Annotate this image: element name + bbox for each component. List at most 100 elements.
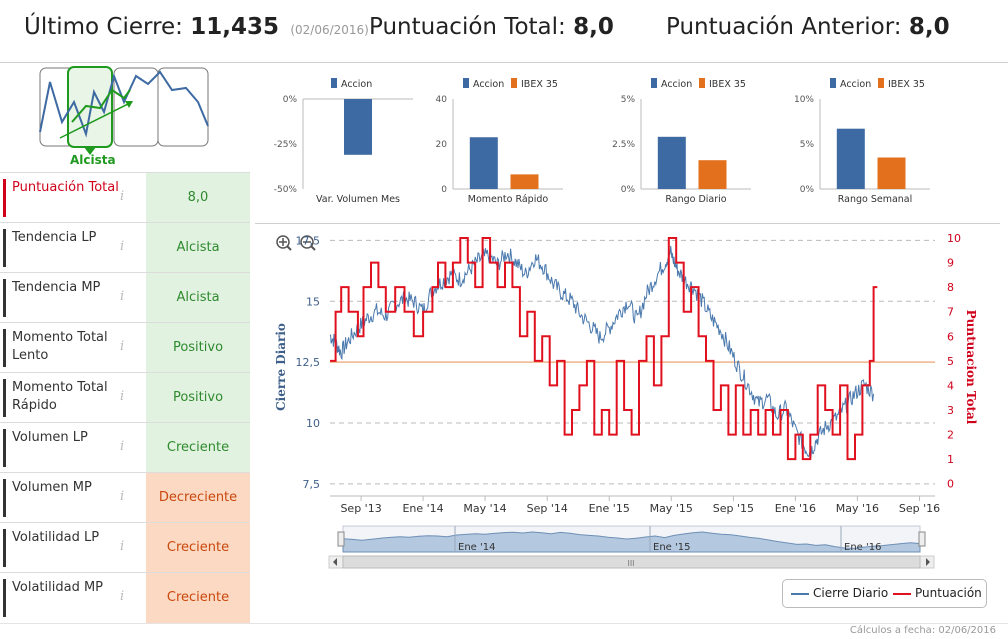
navigator-label: Ene '14 (458, 542, 495, 553)
indicator-row: Tendencia LP i Alcista (0, 222, 250, 273)
indicator-label: Momento Total Lento (3, 329, 132, 367)
mini-legend-swatch (651, 78, 657, 88)
series-puntuacion[interactable] (330, 237, 878, 461)
info-icon[interactable]: i (120, 489, 125, 504)
mini-legend-swatch (878, 78, 884, 88)
indicator-value: Positivo (146, 323, 250, 373)
scroll-left-icon[interactable] (333, 558, 337, 566)
indicator-value: Decreciente (146, 473, 250, 523)
y2-axis-label: Puntuacion Total (964, 310, 978, 425)
zoom-in-icon[interactable] (276, 235, 292, 251)
indicator-row: Momento Total Lento i Positivo (0, 322, 250, 373)
mini-chart: 40 20 0 Accion IBEX 35 Momento Rápido (436, 78, 563, 205)
mini-chart-tick: 2.5% (612, 140, 635, 150)
y-tick-label: 12,5 (296, 356, 321, 369)
legend-item-puntuacion[interactable]: Puntuación (893, 586, 982, 600)
mini-legend-label: Accion (341, 79, 372, 90)
mini-legend-swatch (699, 78, 705, 88)
trend-indicator: Alcista (0, 62, 250, 172)
mini-legend-label: IBEX 35 (709, 79, 746, 90)
zoom-out-icon[interactable] (300, 235, 316, 251)
puntuacion-anterior-value: 8,0 (908, 14, 950, 40)
mini-chart-tick: 20 (436, 140, 448, 150)
indicator-row: Volatilidad MP i Creciente (0, 572, 250, 623)
chart-navigator[interactable]: Ene '14 Ene '15 Ene '16 III (328, 525, 935, 569)
indicator-label: Tendencia MP (3, 279, 132, 317)
x-tick-label: Ene '14 (402, 502, 443, 515)
mini-chart-bar-accion[interactable] (836, 128, 865, 189)
y2-tick-label: 4 (947, 379, 954, 392)
y-tick-label: 7,5 (303, 478, 321, 491)
indicator-row: Tendencia MP i Alcista (0, 272, 250, 323)
mini-chart-tick: 10% (794, 95, 814, 105)
divider (255, 223, 1000, 224)
legend-item-cierre[interactable]: Cierre Diario (791, 586, 888, 600)
indicator-value: Creciente (146, 523, 250, 573)
indicator-row: Volumen LP i Creciente (0, 422, 250, 473)
puntuacion-total-value: 8,0 (573, 14, 614, 40)
mini-chart-title: Var. Volumen Mes (316, 194, 400, 205)
scroll-right-icon[interactable] (926, 558, 930, 566)
indicator-value: Creciente (146, 423, 250, 473)
y2-tick-label: 0 (947, 478, 954, 491)
info-icon[interactable]: i (120, 189, 125, 204)
ultimo-cierre: Último Cierre: 11,435 (02/06/2016) (24, 14, 369, 40)
mini-chart-bar-accion[interactable] (657, 136, 686, 189)
info-icon[interactable]: i (120, 539, 125, 554)
mini-legend-swatch (830, 78, 836, 88)
trend-icon (39, 66, 209, 155)
x-tick-label: Sep '15 (713, 502, 754, 515)
mini-chart: 10% 5% 0% Accion IBEX 35 Rango Semanal (794, 78, 930, 205)
series-cierre-diario[interactable] (329, 245, 875, 458)
footer-date: Cálculos a fecha: 02/06/2016 (849, 625, 996, 636)
indicator-charts: 0% -25% -50% Accion Var. Volumen Mes 40 20 0 Acc… (274, 78, 930, 205)
chart-legend: Cierre Diario Puntuación (782, 579, 987, 608)
mini-chart-bar-accion[interactable] (344, 99, 372, 155)
indicator-row: Momento Total Rápido i Positivo (0, 372, 250, 423)
info-icon[interactable]: i (120, 339, 125, 354)
y2-tick-label: 7 (947, 306, 954, 319)
mini-chart-tick: 0% (283, 95, 298, 105)
x-tick-label: Sep '14 (527, 502, 568, 515)
mini-legend-label: IBEX 35 (888, 79, 925, 90)
y2-tick-label: 6 (947, 330, 954, 343)
indicator-label: Volumen LP (3, 429, 132, 467)
mini-chart-bar-accion[interactable] (469, 137, 498, 189)
mini-chart-bar-ibex-35[interactable] (510, 174, 539, 189)
bottom-divider (0, 623, 1008, 624)
y2-tick-label: 1 (947, 453, 954, 466)
y2-tick-label: 8 (947, 281, 954, 294)
scrollbar-thumb[interactable] (342, 555, 921, 569)
indicator-row: Volumen MP i Decreciente (0, 472, 250, 523)
mini-chart-bar-ibex-35[interactable] (698, 160, 727, 189)
navigator-series (342, 531, 921, 553)
mini-chart-tick: 0 (441, 185, 447, 195)
info-icon[interactable]: i (120, 439, 125, 454)
mini-chart-bar-ibex-35[interactable] (877, 157, 906, 190)
indicator-label: Volatilidad MP (3, 579, 132, 617)
navigator-handle-right[interactable] (918, 531, 926, 547)
mini-chart: 0% -25% -50% Accion Var. Volumen Mes (274, 78, 413, 205)
info-icon[interactable]: i (120, 289, 125, 304)
puntuacion-total-label: Puntuación Total: (369, 14, 566, 40)
x-tick-label: May '14 (463, 502, 506, 515)
info-icon[interactable]: i (120, 239, 125, 254)
indicator-value: Alcista (146, 223, 250, 273)
navigator-handle-left[interactable] (337, 531, 345, 547)
indicator-label: Volatilidad LP (3, 529, 132, 567)
info-icon[interactable]: i (120, 589, 125, 604)
mini-chart-tick: -25% (274, 140, 298, 150)
puntuacion-total-header: Puntuación Total: 8,0 (369, 14, 614, 40)
indicator-label: Puntuación Total (3, 179, 132, 217)
y2-tick-label: 3 (947, 404, 954, 417)
scrollbar-grip: III (627, 559, 634, 568)
info-icon[interactable]: i (120, 389, 125, 404)
mini-chart: 5% 2.5% 0% Accion IBEX 35 Rango Diario (612, 78, 751, 205)
navigator-label: Ene '16 (844, 542, 881, 553)
indicator-row: Volatilidad LP i Creciente (0, 522, 250, 573)
mini-chart-tick: 0% (621, 185, 636, 195)
mini-chart-tick: -50% (274, 185, 298, 195)
y-tick-label: 17,5 (296, 234, 321, 247)
x-tick-label: May '16 (836, 502, 879, 515)
